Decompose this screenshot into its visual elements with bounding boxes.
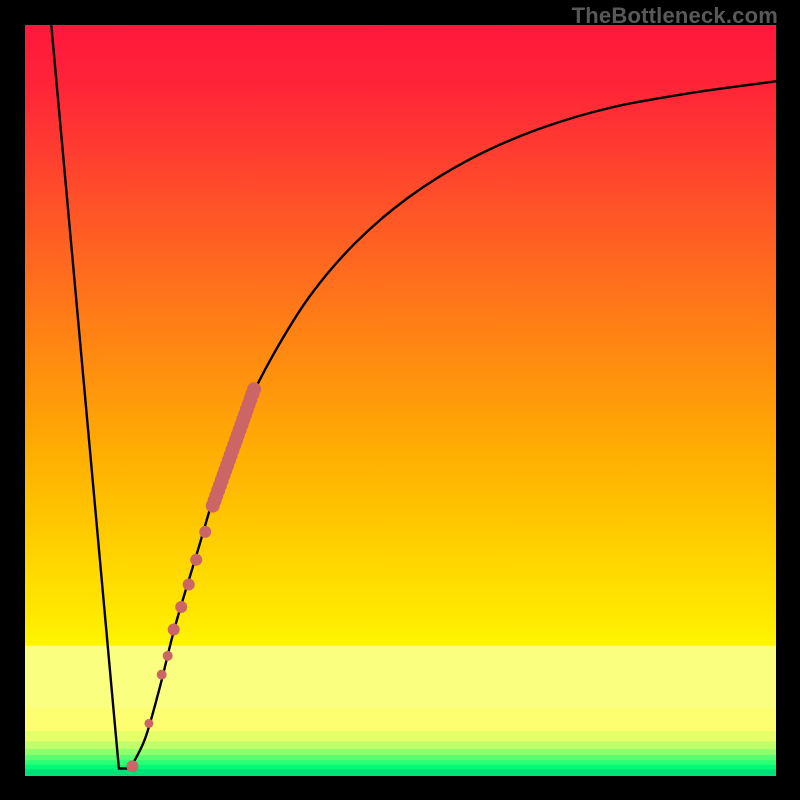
chart-container: TheBottleneck.com xyxy=(0,0,800,800)
data-dots xyxy=(126,382,261,772)
watermark-text: TheBottleneck.com xyxy=(572,3,778,29)
plot-area xyxy=(25,25,776,776)
curve-layer xyxy=(25,25,776,776)
bottleneck-curve xyxy=(51,25,776,768)
